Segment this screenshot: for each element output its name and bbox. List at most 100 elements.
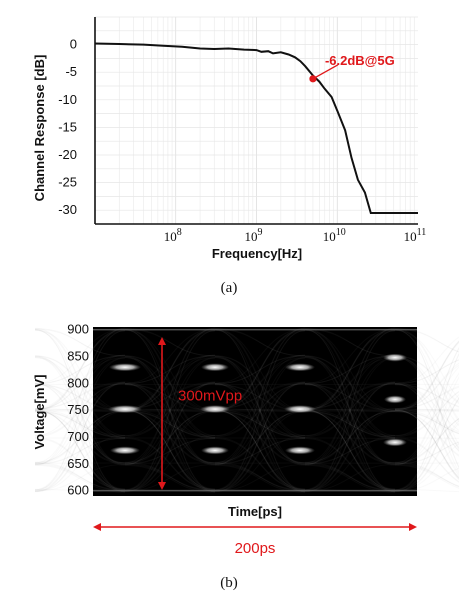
eye-trace bbox=[34, 410, 126, 465]
eye-trace bbox=[124, 330, 216, 492]
eye-trace bbox=[304, 438, 396, 465]
eye-trace bbox=[214, 382, 306, 465]
eye-trace bbox=[214, 384, 306, 439]
eye-trace bbox=[394, 359, 459, 385]
eye-trace bbox=[304, 330, 396, 492]
eye-trace bbox=[304, 410, 396, 465]
eye-trace bbox=[394, 376, 459, 491]
eye-trace bbox=[124, 383, 216, 438]
eye-trace bbox=[124, 411, 216, 465]
eye-trace bbox=[34, 409, 126, 492]
eye-trace bbox=[34, 410, 126, 464]
eye-trace bbox=[214, 357, 306, 410]
eye-trace bbox=[124, 410, 216, 464]
eye-trace bbox=[214, 383, 306, 437]
eye-trace bbox=[304, 329, 396, 466]
eye-trace bbox=[394, 328, 459, 423]
eye-trace bbox=[124, 329, 216, 466]
eye-trace bbox=[304, 437, 396, 465]
eye-trace bbox=[124, 328, 216, 439]
eye-trace bbox=[394, 381, 459, 452]
eye-trace bbox=[34, 409, 126, 492]
y-tick-label: 0 bbox=[70, 37, 77, 52]
panel-b-caption: (b) bbox=[220, 575, 238, 591]
eye-trace bbox=[304, 327, 396, 464]
eye-trace bbox=[304, 355, 396, 411]
eye-trace bbox=[304, 410, 396, 439]
eye-trace bbox=[34, 357, 126, 466]
eye-trace bbox=[394, 438, 459, 483]
eye-trace bbox=[34, 410, 126, 463]
eye-trace bbox=[34, 328, 126, 357]
eye-trace bbox=[124, 437, 216, 465]
eye-trace bbox=[394, 418, 459, 463]
eye-trace bbox=[34, 488, 126, 493]
eye-trace bbox=[304, 382, 396, 410]
eye-trace bbox=[214, 329, 306, 491]
eye-trace bbox=[304, 354, 396, 411]
eye-trace bbox=[34, 329, 126, 466]
eye-trace bbox=[124, 382, 216, 465]
eye-trace bbox=[304, 408, 396, 437]
eye-trace bbox=[34, 328, 126, 384]
eye-trace bbox=[304, 356, 396, 493]
eye-trace bbox=[394, 353, 459, 492]
eye-trace bbox=[214, 409, 306, 492]
eye-trace bbox=[34, 381, 126, 491]
eye-trace bbox=[34, 463, 126, 491]
eye-trace bbox=[124, 411, 216, 438]
eye-trace bbox=[34, 382, 126, 493]
eye-trace bbox=[394, 463, 459, 487]
eye-crossing-highlight bbox=[285, 363, 315, 372]
eye-trace bbox=[34, 411, 126, 465]
eye-trace bbox=[34, 383, 126, 438]
eye-trace bbox=[394, 356, 459, 473]
eye-trace bbox=[34, 327, 126, 437]
eye-trace bbox=[394, 408, 459, 412]
eye-trace bbox=[394, 418, 459, 465]
eye-trace bbox=[214, 327, 306, 466]
span-arrow-head-left bbox=[93, 523, 101, 531]
eye-trace bbox=[304, 381, 396, 410]
eye-trace bbox=[304, 410, 396, 463]
eye-trace bbox=[34, 409, 126, 490]
eye-trace bbox=[124, 410, 216, 439]
eye-trace bbox=[124, 329, 216, 492]
eye-trace bbox=[34, 328, 126, 493]
eye-trace bbox=[124, 438, 216, 465]
eye-trace bbox=[394, 436, 459, 483]
eye-trace bbox=[394, 341, 459, 413]
eye-trace bbox=[304, 328, 396, 384]
eye-trace bbox=[34, 463, 126, 491]
eye-trace bbox=[214, 330, 306, 492]
eye-trace bbox=[394, 441, 459, 465]
eye-trace bbox=[124, 329, 216, 411]
eye-trace bbox=[34, 330, 126, 411]
eye-trace bbox=[304, 383, 396, 493]
eye-trace bbox=[124, 409, 216, 492]
eye-trace bbox=[124, 384, 216, 439]
eye-trace bbox=[124, 436, 216, 490]
eye-trace bbox=[124, 383, 216, 437]
eye-trace bbox=[34, 329, 126, 413]
eye-trace bbox=[34, 381, 126, 464]
eye-trace bbox=[304, 383, 396, 490]
eye-trace bbox=[304, 409, 396, 490]
eye-trace bbox=[214, 383, 306, 464]
eye-trace bbox=[304, 357, 396, 438]
eye-trace bbox=[304, 463, 396, 491]
eye-trace bbox=[124, 383, 216, 490]
eye-trace bbox=[124, 408, 216, 492]
eye-trace bbox=[394, 420, 459, 492]
channel-response-chart: 0 -5 -10 -15 -20 -25 -30 108 109 1010 1011 -6.2dB… bbox=[32, 16, 426, 296]
x-tick-label: 108 bbox=[164, 227, 182, 244]
eye-trace bbox=[214, 383, 306, 493]
chart-b-y-axis-label: Voltage[mV] bbox=[32, 375, 47, 450]
eye-trace bbox=[304, 328, 396, 439]
eye-trace bbox=[214, 328, 306, 411]
eye-trace bbox=[214, 357, 306, 491]
annotation-leader-line bbox=[312, 64, 339, 80]
eye-trace bbox=[214, 382, 306, 492]
y-tick-label: -15 bbox=[58, 119, 77, 134]
eye-trace bbox=[304, 410, 396, 438]
